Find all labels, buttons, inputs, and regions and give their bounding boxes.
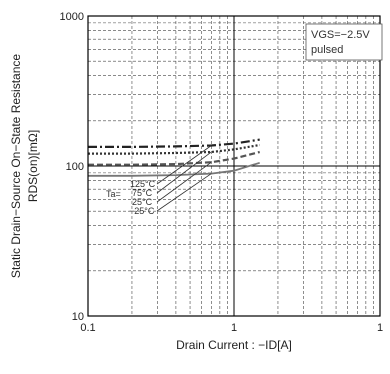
temperature-leader-line xyxy=(156,161,212,203)
condition-pulsed-label: pulsed xyxy=(311,44,343,56)
condition-vgs-label: VGS=−2.5V xyxy=(311,29,370,41)
condition-legend-box xyxy=(305,23,383,61)
x-tick-label: 0.1 xyxy=(80,322,95,334)
temperature-label-125: 125°C xyxy=(130,179,156,189)
series-line-0 xyxy=(88,138,260,148)
temperature-label-75: 75°C xyxy=(132,188,153,198)
temperature-leader-line xyxy=(156,173,212,212)
x-tick-label: 1 xyxy=(231,322,237,334)
series-line-1 xyxy=(88,143,260,155)
tick-labels: 0.1 1 1 10 100 1000 xyxy=(60,11,384,334)
temperature-annotation: Ta= 125°C 75°C 25°C −25°C xyxy=(106,145,212,216)
y-axis-title-line2: RDS(on)[mΩ] xyxy=(26,130,40,202)
y-tick-label: 10 xyxy=(72,311,84,323)
condition-legend: VGS=−2.5V pulsed xyxy=(305,23,383,61)
temperature-prefix-label: Ta= xyxy=(106,189,121,199)
series-line-3 xyxy=(88,161,260,177)
temperature-leader-line xyxy=(156,145,212,185)
plot-frame xyxy=(87,15,381,317)
y-axis-title-line1: Static Drain−Source On−State Resistance xyxy=(9,54,23,278)
temperature-label-minus25: −25°C xyxy=(129,206,155,216)
series-line-2 xyxy=(88,150,260,166)
x-axis-title: Drain Current : −ID[A] xyxy=(176,338,292,352)
x-tick-label: 1 xyxy=(377,322,383,334)
y-tick-label: 100 xyxy=(66,161,84,173)
grid-lines xyxy=(88,16,380,316)
y-tick-label: 1000 xyxy=(60,11,84,23)
temperature-leader-line xyxy=(156,151,212,194)
series-lines xyxy=(88,138,260,177)
temperature-label-25: 25°C xyxy=(132,197,153,207)
